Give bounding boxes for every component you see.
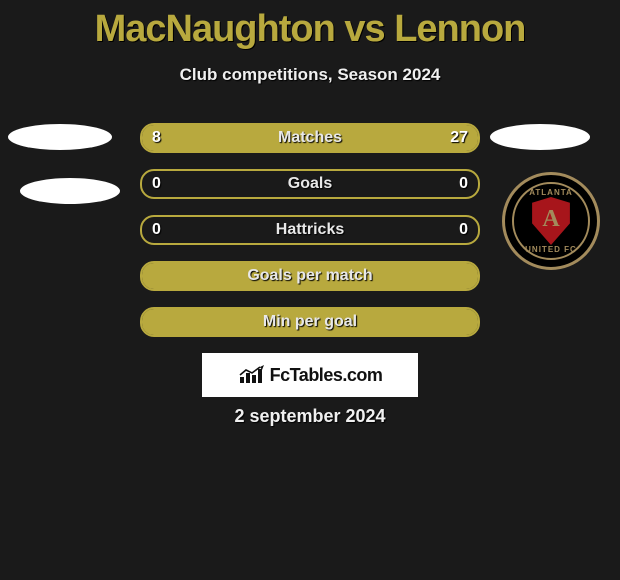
comparison-row: 0 0 Goals <box>140 169 480 199</box>
team-logo-right: ATLANTA A UNITED FC <box>502 172 600 270</box>
team-logo-top-text: ATLANTA <box>529 188 573 197</box>
comparison-value-right: 0 <box>459 221 468 239</box>
player-left-photo-placeholder-1 <box>8 124 112 150</box>
brand-chart-icon <box>238 365 266 385</box>
comparison-row: 0 0 Hattricks <box>140 215 480 245</box>
team-logo-letter: A <box>542 207 559 231</box>
team-logo-ring: ATLANTA A UNITED FC <box>512 182 590 260</box>
player-left-photo-placeholder-2 <box>20 178 120 204</box>
comparison-row: 8 27 Matches <box>140 123 480 153</box>
team-logo-bottom-text: UNITED FC <box>525 245 577 254</box>
page-subtitle: Club competitions, Season 2024 <box>0 65 620 85</box>
comparison-row: Goals per match <box>140 261 480 291</box>
comparison-label: Min per goal <box>263 313 357 331</box>
comparison-label: Goals per match <box>247 267 372 285</box>
comparison-label: Hattricks <box>276 221 344 239</box>
page-title: MacNaughton vs Lennon <box>0 0 620 51</box>
comparison-label: Goals <box>288 175 332 193</box>
footer-date: 2 september 2024 <box>234 406 385 427</box>
comparison-rows: 8 27 Matches 0 0 Goals 0 0 Hattricks Goals per ma… <box>140 123 480 353</box>
comparison-row: Min per goal <box>140 307 480 337</box>
comparison-value-right: 0 <box>459 175 468 193</box>
comparison-label: Matches <box>278 129 342 147</box>
comparison-fill-right <box>216 125 478 151</box>
comparison-value-right: 27 <box>450 129 468 147</box>
comparison-value-left: 8 <box>152 129 161 147</box>
player-right-photo-placeholder <box>490 124 590 150</box>
team-logo-shield: A <box>530 197 572 245</box>
brand-text: FcTables.com <box>270 365 383 386</box>
comparison-value-left: 0 <box>152 175 161 193</box>
brand-box: FcTables.com <box>202 353 418 397</box>
comparison-value-left: 0 <box>152 221 161 239</box>
